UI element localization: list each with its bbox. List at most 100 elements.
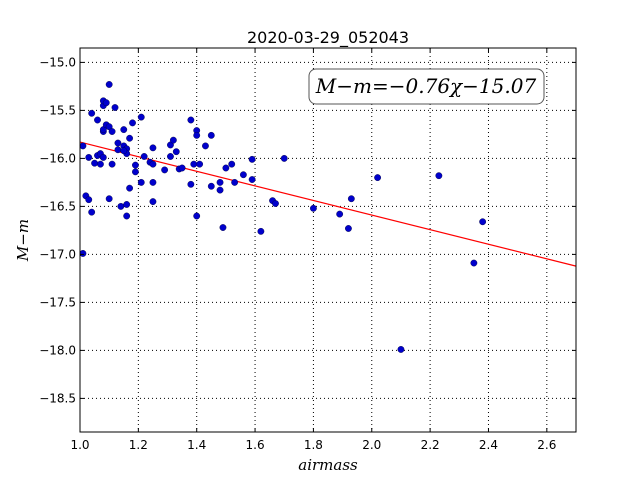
data-point [347, 195, 355, 203]
x-tick-label: 2.2 [421, 438, 440, 452]
fit-line [79, 141, 577, 267]
data-point [126, 184, 134, 192]
data-point [126, 134, 134, 142]
data-point [132, 161, 139, 169]
data-point [193, 212, 201, 220]
data-point [187, 116, 195, 124]
data-point [280, 154, 288, 162]
data-point [108, 160, 116, 168]
data-point [167, 153, 174, 160]
data-point [79, 250, 87, 257]
data-point [114, 139, 122, 147]
y-axis-label: M−m [14, 219, 32, 262]
data-point [91, 159, 98, 167]
data-point [140, 153, 148, 160]
data-point [479, 218, 487, 226]
data-point [272, 200, 279, 207]
x-tick-label: 1.2 [129, 438, 148, 452]
data-point [88, 208, 96, 216]
data-point [310, 204, 317, 212]
y-tick-label: −16.0 [39, 151, 76, 165]
data-point [97, 160, 104, 168]
data-point [120, 126, 128, 134]
y-tick-label: −15.0 [39, 55, 76, 69]
data-point [345, 225, 352, 232]
data-point [187, 180, 195, 188]
data-point [207, 131, 215, 139]
data-point [172, 148, 180, 156]
data-point [470, 259, 478, 267]
data-point [207, 182, 215, 190]
data-point [202, 142, 209, 150]
x-tick-label: 2.4 [479, 438, 498, 452]
data-point [239, 171, 247, 179]
y-tick-label: −17.0 [39, 247, 76, 261]
data-point [102, 99, 110, 107]
plot-frame [79, 47, 577, 433]
data-point [123, 212, 131, 220]
data-point [79, 142, 87, 150]
data-point [193, 131, 201, 139]
chart-title: 2020-03-29_052043 [247, 28, 409, 48]
x-axis-ticks: 1.0 1.2 1.4 1.6 1.8 2.0 2.2 2.4 2.6 [70, 48, 556, 452]
data-point [169, 136, 177, 144]
data-point [222, 164, 230, 172]
data-point [196, 160, 204, 168]
data-point [149, 198, 157, 206]
y-axis-ticks: −15.0 −15.5 −16.0 −16.5 −17.0 −17.5 −18.0 −18.5 [39, 55, 576, 405]
data-point [123, 201, 131, 208]
data-point [111, 104, 119, 111]
data-point [231, 178, 239, 186]
data-point [137, 113, 145, 121]
data-point [132, 168, 139, 176]
x-tick-label: 2.6 [537, 438, 556, 452]
data-point [257, 227, 265, 235]
data-point [99, 154, 107, 161]
y-tick-label: −15.5 [39, 103, 76, 117]
data-point [374, 174, 381, 182]
data-point [435, 172, 443, 180]
grid-lines [80, 48, 576, 432]
x-tick-label: 1.6 [246, 438, 265, 452]
x-tick-label: 1.8 [304, 438, 323, 452]
x-tick-label: 2.0 [362, 438, 381, 452]
data-point [149, 178, 157, 186]
data-point [397, 346, 405, 353]
data-point [248, 176, 256, 183]
data-point [85, 196, 93, 204]
data-point [178, 164, 186, 172]
data-point [114, 146, 122, 154]
y-tick-label: −16.5 [39, 199, 76, 213]
data-point [120, 147, 128, 155]
data-point [137, 178, 145, 186]
data-point [336, 210, 344, 218]
data-point [149, 144, 157, 152]
data-point [216, 178, 224, 186]
data-point [88, 109, 96, 117]
data-point [94, 116, 101, 124]
data-point [219, 224, 227, 231]
fit-equation-text: M−m=−0.76χ−15.07 [315, 74, 537, 98]
y-tick-label: −18.0 [39, 343, 76, 357]
data-point [85, 154, 93, 161]
data-point [228, 160, 236, 168]
data-point [216, 186, 224, 194]
data-point [149, 160, 157, 168]
x-tick-label: 1.4 [187, 438, 206, 452]
y-tick-label: −18.5 [39, 391, 76, 405]
fit-equation-frame [308, 68, 545, 105]
fit-equation-box: M−m=−0.76χ−15.07 [308, 68, 545, 105]
data-point [129, 119, 136, 127]
data-points [79, 81, 487, 353]
data-point [105, 195, 113, 203]
y-tick-label: −17.5 [39, 295, 76, 309]
data-point [161, 166, 169, 174]
x-axis-label: airmass [298, 456, 358, 474]
data-point [108, 128, 116, 135]
x-tick-label: 1.0 [70, 438, 89, 452]
plot-background [80, 48, 576, 432]
data-point [117, 202, 125, 210]
data-point [190, 160, 198, 168]
data-point [248, 155, 256, 163]
